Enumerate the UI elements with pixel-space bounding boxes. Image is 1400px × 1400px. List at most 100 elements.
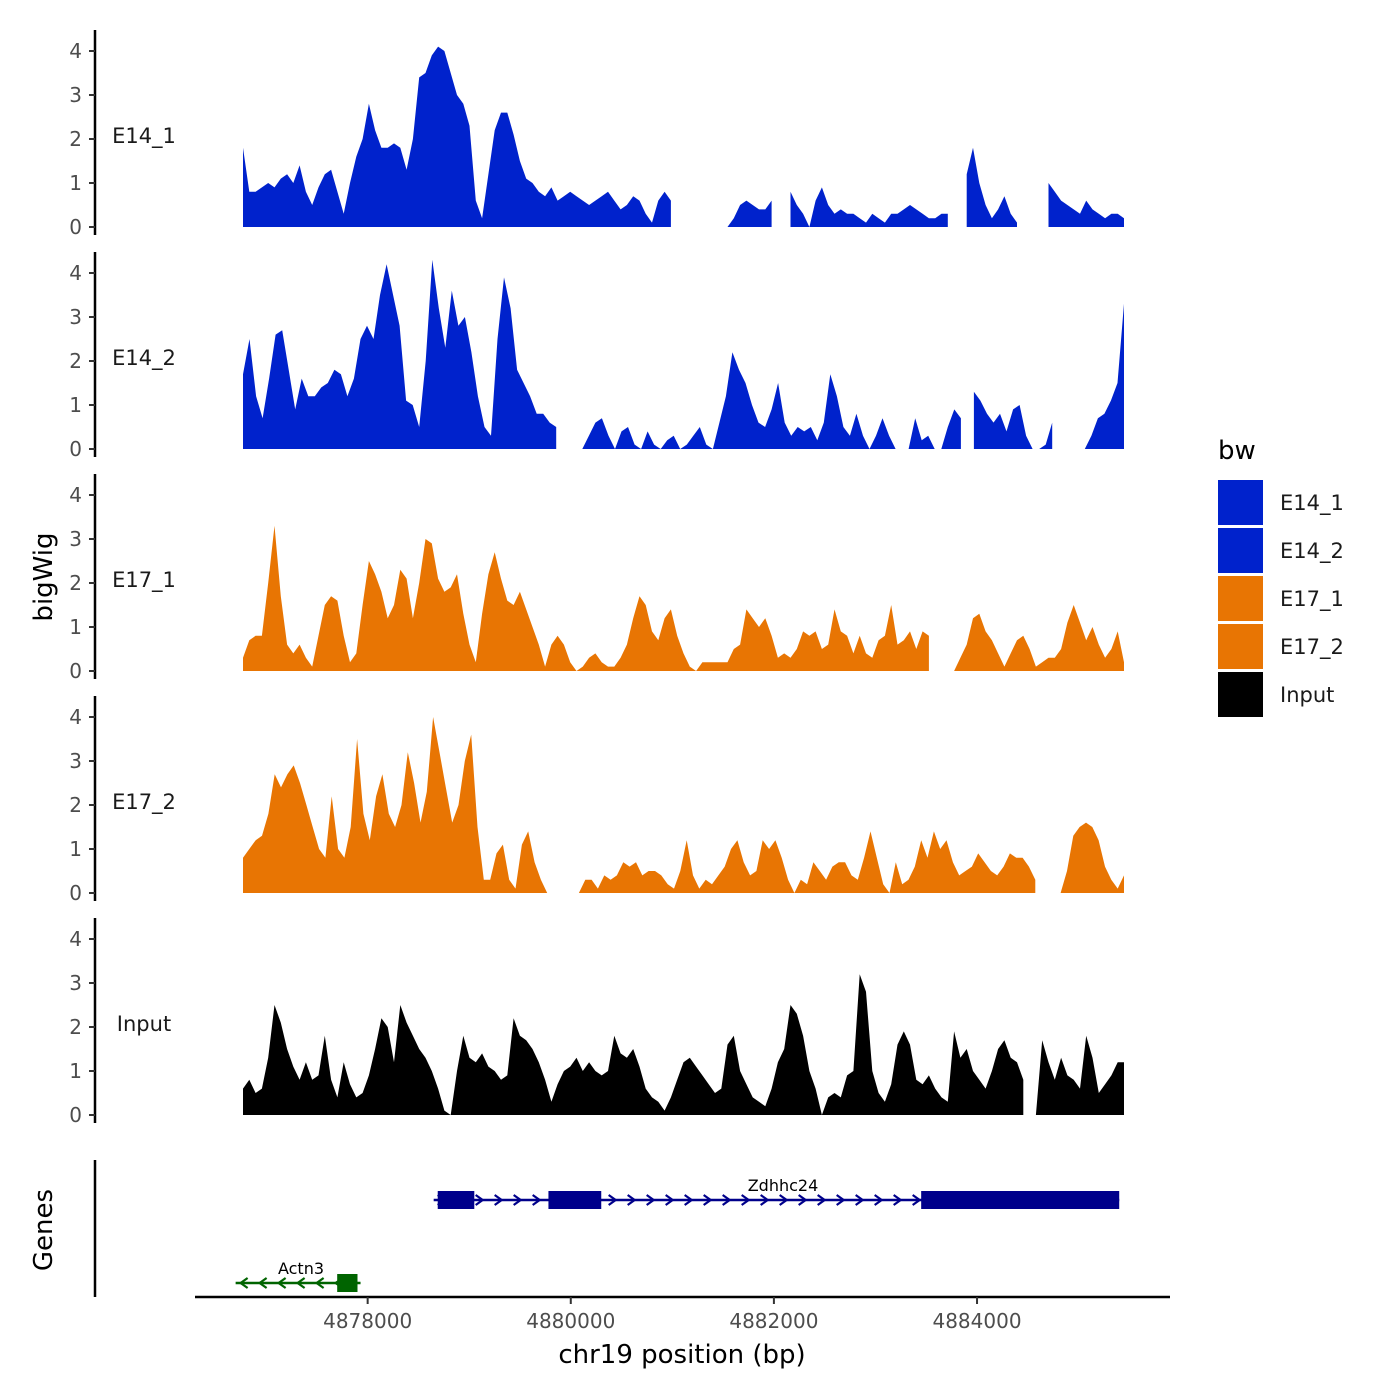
y-tick-label: 1: [69, 837, 82, 861]
x-axis: 4878000 4880000 4882000 4884000: [195, 1295, 1170, 1333]
strand-arrow-icon: [741, 1194, 751, 1206]
gene-exon: [437, 1191, 475, 1209]
coverage-area: [790, 187, 948, 227]
x-tick-label: 4880000: [526, 1309, 615, 1333]
gene-exon: [337, 1274, 358, 1292]
strand-arrow-icon: [665, 1194, 675, 1206]
legend-label: E17_1: [1280, 587, 1344, 612]
coverage-area: [243, 259, 557, 449]
coverage-area: [1048, 183, 1124, 227]
coverage-area: [566, 831, 1036, 893]
strand-arrow-icon: [855, 1194, 865, 1206]
coverage-area: [1084, 303, 1124, 449]
track-label: E14_1: [112, 124, 176, 149]
legend-label: E14_1: [1280, 491, 1344, 516]
y-tick-label: 3: [69, 305, 82, 329]
y-tick-label: 4: [69, 705, 82, 729]
y-tick-label: 3: [69, 971, 82, 995]
track-label: E17_1: [112, 568, 176, 593]
coverage-area: [966, 147, 1017, 227]
y-axis-title: bigWig: [29, 532, 59, 621]
track-label: E17_2: [112, 790, 176, 815]
legend-swatch: [1218, 480, 1263, 525]
track-label: Input: [117, 1012, 171, 1036]
track-e14-1: 0 1 2 3 4 E14_1: [69, 30, 1124, 239]
y-tick-label: 3: [69, 83, 82, 107]
y-tick-label: 0: [69, 1103, 82, 1127]
gene-label: Actn3: [278, 1259, 324, 1278]
strand-arrow-icon: [912, 1194, 922, 1206]
legend-title: bw: [1218, 436, 1256, 466]
coverage-area: [243, 974, 1024, 1115]
y-tick-label: 0: [69, 881, 82, 905]
legend: bw E14_1 E14_2 E17_1 E17_2 Input: [1218, 436, 1344, 717]
strand-arrow-icon: [475, 1194, 485, 1206]
y-tick-label: 2: [69, 127, 82, 151]
strand-arrow-icon: [874, 1194, 884, 1206]
legend-label: E14_2: [1280, 539, 1344, 564]
legend-label: E17_2: [1280, 635, 1344, 660]
coverage-tracks: 0 1 2 3 4 E14_1 0 1 2 3 4 E14_2 0 1 2 3 4 E17_1 0 1 2 3 4 E17_2…: [69, 30, 1124, 1127]
track-e17-1: 0 1 2 3 4 E17_1: [69, 474, 1124, 683]
coverage-area: [1035, 1035, 1124, 1115]
strand-arrow-icon: [314, 1277, 325, 1289]
track-e17-2: 0 1 2 3 4 E17_2: [69, 696, 1124, 905]
coverage-area: [243, 717, 548, 893]
strand-arrow-icon: [295, 1277, 306, 1289]
gene-actn3: Actn3: [235, 1259, 361, 1292]
y-tick-label: 0: [69, 437, 82, 461]
strand-arrow-icon: [646, 1194, 656, 1206]
y-tick-label: 4: [69, 483, 82, 507]
track-e14-2: 0 1 2 3 4 E14_2: [69, 252, 1124, 461]
y-tick-label: 3: [69, 527, 82, 551]
y-tick-label: 4: [69, 39, 82, 63]
coverage-area: [243, 46, 671, 227]
strand-arrow-icon: [608, 1194, 618, 1206]
y-tick-label: 2: [69, 1015, 82, 1039]
y-tick-label: 1: [69, 393, 82, 417]
y-tick-label: 0: [69, 659, 82, 683]
legend-label: Input: [1280, 683, 1334, 707]
track-input: 0 1 2 3 4 Input: [69, 918, 1124, 1127]
coverage-area: [1060, 822, 1124, 893]
strand-arrow-icon: [779, 1194, 789, 1206]
gene-label: Zdhhc24: [748, 1176, 819, 1195]
x-axis-title: chr19 position (bp): [558, 1340, 805, 1370]
gene-exon: [921, 1191, 1120, 1209]
y-tick-label: 1: [69, 1059, 82, 1083]
strand-arrow-icon: [684, 1194, 694, 1206]
strand-arrow-icon: [276, 1277, 287, 1289]
genes-axis-title: Genes: [29, 1189, 59, 1271]
strand-arrow-icon: [722, 1194, 732, 1206]
x-tick-label: 4884000: [932, 1309, 1021, 1333]
strand-arrow-icon: [532, 1194, 542, 1206]
coverage-area: [954, 605, 1124, 671]
strand-arrow-icon: [817, 1194, 827, 1206]
strand-arrow-icon: [836, 1194, 846, 1206]
strand-arrow-icon: [238, 1277, 249, 1289]
strand-arrow-icon: [257, 1277, 268, 1289]
strand-arrow-icon: [494, 1194, 504, 1206]
y-tick-label: 4: [69, 261, 82, 285]
strand-arrow-icon: [703, 1194, 713, 1206]
legend-swatch: [1218, 672, 1263, 717]
legend-swatch: [1218, 528, 1263, 573]
y-tick-label: 2: [69, 571, 82, 595]
strand-arrow-icon: [798, 1194, 808, 1206]
x-tick-label: 4882000: [729, 1309, 818, 1333]
y-tick-label: 2: [69, 349, 82, 373]
y-tick-label: 1: [69, 171, 82, 195]
y-tick-label: 1: [69, 615, 82, 639]
track-label: E14_2: [112, 346, 176, 371]
strand-arrow-icon: [893, 1194, 903, 1206]
strand-arrow-icon: [760, 1194, 770, 1206]
coverage-area: [243, 525, 929, 671]
strand-arrow-icon: [513, 1194, 523, 1206]
y-tick-label: 0: [69, 215, 82, 239]
legend-swatch: [1218, 576, 1263, 621]
gene-exon: [548, 1191, 602, 1209]
coverage-area: [582, 352, 961, 449]
genes-panel: Zdhhc24 Actn3: [93, 1160, 1120, 1297]
x-tick-label: 4878000: [323, 1309, 412, 1333]
